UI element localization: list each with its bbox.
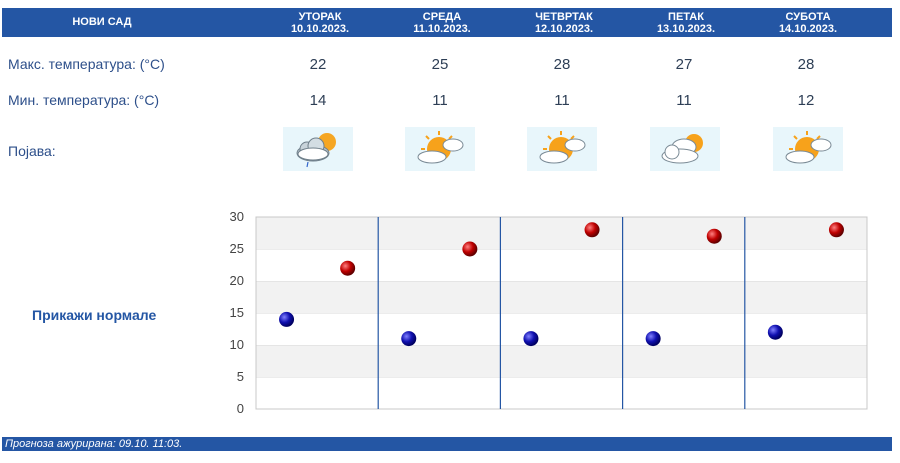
day-header-3: ЧЕТВРТАК 12.10.2023. <box>504 11 624 35</box>
y-tick-label: 10 <box>230 337 244 352</box>
day-name: УТОРАК <box>298 11 342 23</box>
max-temp-marker <box>340 260 356 276</box>
cloudy-sun-rain-icon <box>283 127 353 171</box>
forecast-header: НОВИ САД УТОРАК 10.10.2023. СРЕДА 11.10.… <box>2 8 892 37</box>
day-name: ПЕТАК <box>668 11 704 23</box>
min-temp-day-4: 11 <box>676 92 692 109</box>
sun-cloud-icon <box>527 127 597 171</box>
min-temp-label: Мин. температура: (°C) <box>8 92 160 108</box>
max-temp-marker <box>706 228 722 244</box>
max-temp-label: Макс. температура: (°C) <box>8 56 165 72</box>
grid-band <box>256 281 867 313</box>
update-timestamp: Прогноза ажурирана: 09.10. 11:03. <box>5 438 183 450</box>
sun-cloud-icon <box>773 127 843 171</box>
grid-band <box>256 217 867 249</box>
max-temp-marker <box>828 222 844 238</box>
min-temp-day-5: 12 <box>797 92 815 109</box>
y-tick-label: 30 <box>230 209 244 224</box>
day-header-4: ПЕТАК 13.10.2023. <box>626 11 746 35</box>
max-temp-day-4: 27 <box>675 56 693 73</box>
sun-cloud-icon <box>405 127 475 171</box>
plot-frame <box>255 216 868 410</box>
grid-band <box>256 345 867 377</box>
phenomenon-label: Појава: <box>8 143 56 159</box>
max-temp-day-1: 22 <box>309 56 327 73</box>
min-temp-marker <box>279 311 295 327</box>
min-temp-marker <box>767 324 783 340</box>
day-date: 12.10.2023. <box>534 23 594 35</box>
day-date: 10.10.2023. <box>290 23 350 35</box>
max-temp-day-2: 25 <box>431 56 449 73</box>
min-temp-day-2: 11 <box>432 92 448 109</box>
grid-band <box>256 377 867 409</box>
y-tick-label: 15 <box>230 305 244 320</box>
max-temp-marker <box>584 222 600 238</box>
day-date: 13.10.2023. <box>656 23 716 35</box>
day-header-1: УТОРАК 10.10.2023. <box>260 11 380 35</box>
show-normals-link[interactable]: Прикажи нормале <box>32 307 157 323</box>
y-tick-label: 5 <box>237 369 244 384</box>
min-temp-day-3: 11 <box>554 92 570 109</box>
clouds-sun-icon <box>650 127 720 171</box>
day-date: 14.10.2023. <box>778 23 838 35</box>
day-name: СРЕДА <box>422 11 462 23</box>
y-tick-label: 25 <box>230 241 244 256</box>
day-header-5: СУБОТА 14.10.2023. <box>748 11 868 35</box>
max-temp-day-3: 28 <box>553 56 571 73</box>
min-temp-day-1: 14 <box>309 92 327 109</box>
y-tick-label: 0 <box>237 401 244 416</box>
max-temp-marker <box>462 241 478 257</box>
city-name: НОВИ САД <box>72 16 132 28</box>
max-temp-day-5: 28 <box>797 56 815 73</box>
grid-band <box>256 313 867 345</box>
min-temp-marker <box>523 331 539 347</box>
y-tick-label: 20 <box>230 273 244 288</box>
day-date: 11.10.2023. <box>413 23 471 35</box>
day-name: СУБОТА <box>785 11 831 23</box>
day-name: ЧЕТВРТАК <box>535 11 593 23</box>
day-header-2: СРЕДА 11.10.2023. <box>382 11 502 35</box>
grid-band <box>256 249 867 281</box>
min-temp-marker <box>401 331 417 347</box>
footer-bar: Прогноза ажурирана: 09.10. 11:03. <box>2 437 892 451</box>
min-temp-marker <box>645 331 661 347</box>
